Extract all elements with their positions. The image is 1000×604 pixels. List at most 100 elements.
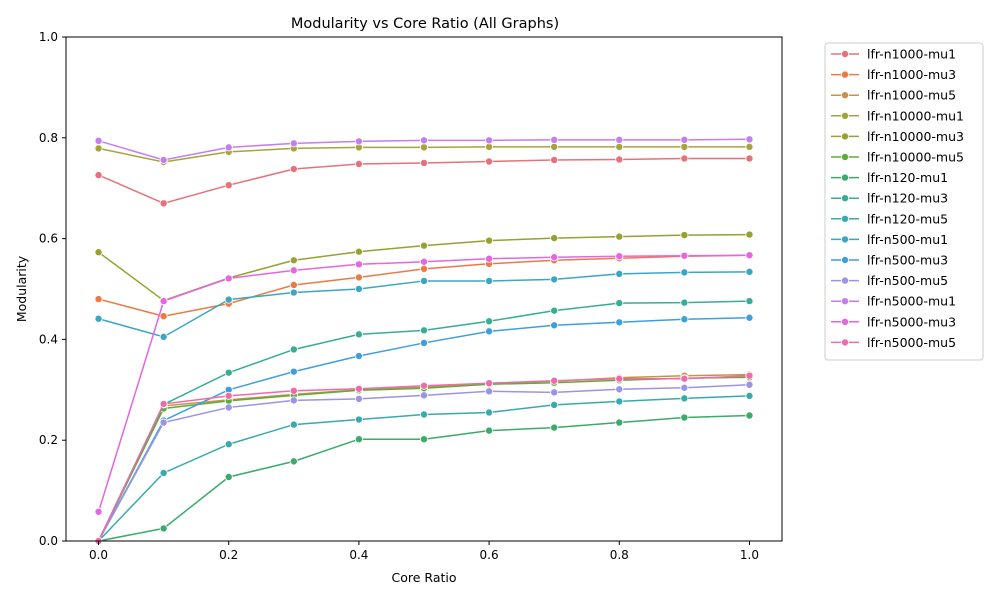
data-point-lfr-n120-mu5-4 [354, 415, 363, 424]
y-tick-label: 1.0 [39, 30, 58, 44]
data-point-lfr-n500-mu5-8 [615, 385, 624, 394]
data-point-lfr-n1000-mu1-2 [224, 181, 233, 190]
series-lfr-n5000-mu5 [94, 371, 754, 546]
legend-item-lfr-n1000-mu3: lfr-n1000-mu3 [831, 67, 956, 82]
series-line-lfr-n120-mu1 [98, 414, 750, 542]
x-tick-label: 0.0 [89, 548, 108, 562]
data-point-lfr-n5000-mu3-3 [289, 266, 298, 275]
legend-frame [824, 42, 984, 361]
data-point-lfr-n10000-mu1-9 [680, 142, 689, 151]
legend-swatch-marker [841, 152, 850, 161]
data-point-lfr-n500-mu3-8 [615, 318, 624, 327]
data-point-lfr-n120-mu1-5 [419, 435, 428, 444]
y-tick-label: 0.8 [39, 131, 58, 145]
legend-label: lfr-n500-mu3 [867, 253, 948, 268]
data-point-lfr-n10000-mu3-5 [419, 241, 428, 250]
data-point-lfr-n10000-mu1-7 [550, 142, 559, 151]
data-point-lfr-n5000-mu1-8 [615, 135, 624, 144]
legend-item-lfr-n5000-mu5: lfr-n5000-mu5 [831, 335, 956, 350]
data-point-lfr-n120-mu1-1 [159, 524, 168, 533]
data-point-lfr-n5000-mu3-4 [354, 260, 363, 269]
legend-label: lfr-n10000-mu1 [867, 108, 964, 123]
legend-item-lfr-n120-mu5: lfr-n120-mu5 [831, 211, 948, 226]
data-point-lfr-n1000-mu1-4 [354, 160, 363, 169]
legend: lfr-n1000-mu1 lfr-n1000-mu3 lfr-n1000-mu5 l… [824, 42, 984, 361]
data-point-lfr-n500-mu3-9 [680, 315, 689, 324]
data-point-lfr-n1000-mu1-6 [485, 157, 494, 166]
data-point-lfr-n120-mu1-6 [485, 426, 494, 435]
legend-label: lfr-n1000-mu5 [867, 88, 956, 103]
data-point-lfr-n500-mu1-4 [354, 284, 363, 293]
data-point-lfr-n10000-mu1-6 [485, 142, 494, 151]
series-lfr-n120-mu1 [94, 411, 754, 546]
data-point-lfr-n5000-mu5-6 [485, 379, 494, 388]
legend-label: lfr-n5000-mu5 [867, 335, 956, 350]
legend-swatch-marker [841, 50, 850, 59]
legend-swatch-marker [841, 338, 850, 347]
data-point-lfr-n500-mu3-7 [550, 321, 559, 330]
data-point-lfr-n500-mu1-9 [680, 268, 689, 277]
data-point-lfr-n5000-mu1-3 [289, 139, 298, 148]
data-point-lfr-n120-mu5-8 [615, 397, 624, 406]
data-point-lfr-n120-mu5-3 [289, 420, 298, 429]
data-point-lfr-n120-mu3-6 [485, 317, 494, 326]
data-point-lfr-n500-mu5-10 [745, 380, 754, 389]
chart-title: Modularity vs Core Ratio (All Graphs) [291, 16, 559, 32]
data-point-lfr-n500-mu5-9 [680, 383, 689, 392]
data-point-lfr-n1000-mu3-0 [94, 295, 103, 304]
data-point-lfr-n5000-mu5-7 [550, 376, 559, 385]
x-tick-label: 0.8 [610, 548, 629, 562]
data-point-lfr-n10000-mu1-0 [94, 144, 103, 153]
data-point-lfr-n10000-mu3-3 [289, 256, 298, 265]
data-point-lfr-n500-mu3-3 [289, 367, 298, 376]
data-point-lfr-n5000-mu1-9 [680, 135, 689, 144]
data-point-lfr-n5000-mu1-4 [354, 137, 363, 146]
data-point-lfr-n10000-mu3-10 [745, 230, 754, 239]
y-tick-label: 0.2 [39, 433, 58, 447]
data-point-lfr-n1000-mu1-5 [419, 158, 428, 167]
legend-label: lfr-n1000-mu1 [867, 47, 956, 62]
legend-swatch-marker [841, 91, 850, 100]
legend-swatch-marker [841, 173, 850, 182]
legend-swatch-marker [841, 297, 850, 306]
legend-swatch-marker [841, 317, 850, 326]
data-point-lfr-n120-mu5-6 [485, 408, 494, 417]
data-point-lfr-n1000-mu1-7 [550, 155, 559, 164]
data-point-lfr-n120-mu3-4 [354, 330, 363, 339]
data-point-lfr-n500-mu5-3 [289, 396, 298, 405]
data-point-lfr-n10000-mu1-5 [419, 143, 428, 152]
data-point-lfr-n120-mu5-5 [419, 410, 428, 419]
x-axis-label: Core Ratio [392, 570, 457, 585]
data-point-lfr-n500-mu1-6 [485, 276, 494, 285]
data-point-lfr-n500-mu1-0 [94, 314, 103, 323]
x-tick-label: 0.2 [219, 548, 238, 562]
data-point-lfr-n5000-mu3-2 [224, 274, 233, 283]
data-point-lfr-n5000-mu1-2 [224, 143, 233, 152]
legend-item-lfr-n1000-mu5: lfr-n1000-mu5 [831, 88, 956, 103]
data-point-lfr-n120-mu1-8 [615, 418, 624, 427]
plot-frame [65, 36, 783, 542]
data-point-lfr-n500-mu5-5 [419, 391, 428, 400]
data-point-lfr-n120-mu3-5 [419, 326, 428, 335]
data-point-lfr-n500-mu5-4 [354, 394, 363, 403]
data-point-lfr-n500-mu3-5 [419, 338, 428, 347]
legend-swatch-marker [841, 214, 850, 223]
series-lfr-n5000-mu1 [94, 135, 754, 164]
legend-item-lfr-n10000-mu1: lfr-n10000-mu1 [831, 108, 964, 123]
data-point-lfr-n120-mu3-8 [615, 299, 624, 308]
legend-label: lfr-n10000-mu5 [867, 150, 964, 165]
legend-swatch-marker [841, 111, 850, 120]
legend-swatch-marker [841, 235, 850, 244]
data-point-lfr-n500-mu1-7 [550, 275, 559, 284]
legend-swatch-marker [841, 276, 850, 285]
data-point-lfr-n1000-mu1-10 [745, 154, 754, 163]
data-point-lfr-n5000-mu5-9 [680, 374, 689, 383]
data-point-lfr-n500-mu5-2 [224, 403, 233, 412]
legend-label: lfr-n10000-mu3 [867, 129, 964, 144]
x-axis-ticks: 0.0 0.2 0.4 0.6 0.8 1.0 [89, 541, 759, 562]
data-point-lfr-n120-mu5-9 [680, 394, 689, 403]
legend-item-lfr-n10000-mu3: lfr-n10000-mu3 [831, 129, 964, 144]
data-point-lfr-n500-mu1-10 [745, 267, 754, 276]
data-point-lfr-n120-mu5-1 [159, 468, 168, 477]
legend-label: lfr-n1000-mu3 [867, 67, 956, 82]
